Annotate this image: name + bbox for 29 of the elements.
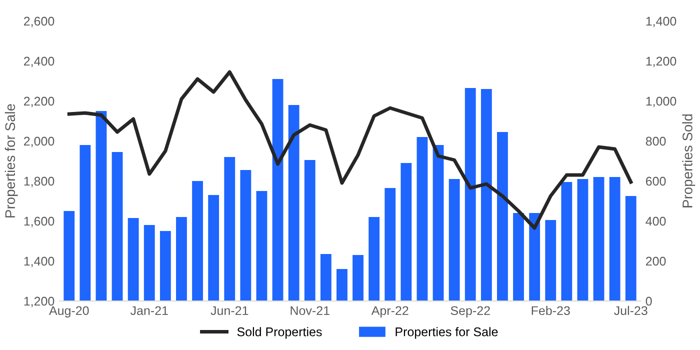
y2-tick-label: 1,000 — [646, 96, 676, 108]
y-tick-label: 1,200 — [24, 296, 54, 308]
y2-tick-label: 400 — [646, 216, 666, 226]
y2-tick-label: 1,400 — [646, 16, 676, 28]
y2-tick-label: 1,200 — [646, 56, 676, 68]
y-tick-label: 1,800 — [24, 176, 54, 188]
x-tick-label: Aug-20 — [49, 306, 89, 318]
y-axis-title: Properties for Sale — [4, 104, 18, 218]
x-tick-label: Nov-21 — [290, 306, 330, 316]
x-tick-label: Jan-21 — [130, 306, 168, 316]
y-tick-label: 2,000 — [24, 136, 54, 148]
legend-label: Properties for Sale — [396, 327, 498, 339]
y2-axis-title: Properties Sold — [682, 114, 696, 208]
x-tick-label: Feb-23 — [532, 306, 570, 316]
y-tick-label: 2,600 — [24, 16, 54, 28]
y2-tick-label: 200 — [646, 256, 666, 266]
y-tick-label: 1,400 — [24, 256, 54, 268]
y-tick-label: 2,400 — [24, 56, 54, 68]
x-tick-label: Sep-22 — [450, 306, 490, 318]
legend-label: Sold Properties — [237, 327, 322, 339]
y2-tick-label: 0 — [646, 296, 652, 306]
y2-tick-label: 800 — [646, 136, 666, 146]
x-tick-label: Apr-22 — [371, 306, 408, 318]
x-tick-label: Jun-21 — [210, 306, 248, 316]
x-tick-label: Jul-23 — [614, 306, 648, 316]
y-tick-label: 1,600 — [24, 216, 54, 228]
y-tick-label: 2,200 — [24, 96, 54, 108]
y2-tick-label: 600 — [646, 176, 666, 186]
line-series — [67, 70, 633, 230]
